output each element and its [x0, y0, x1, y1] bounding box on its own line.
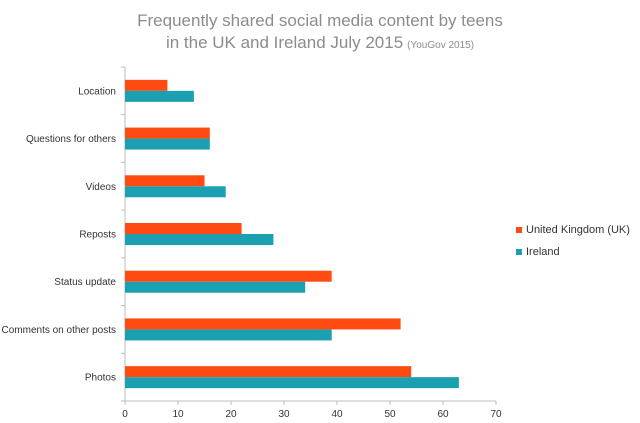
y-tick-label: Videos: [86, 182, 116, 193]
x-tick-label: 70: [490, 409, 502, 420]
bar-ireland: [125, 329, 332, 341]
bar-ireland: [125, 186, 226, 198]
x-tick-label: 50: [384, 409, 396, 420]
bar-ireland: [125, 138, 210, 150]
y-tick-label: Status update: [54, 277, 116, 288]
bar-uk: [125, 127, 210, 139]
bar-uk: [125, 175, 205, 187]
y-tick-label: Questions for others: [26, 134, 116, 145]
bar-uk: [125, 318, 401, 330]
bar-ireland: [125, 377, 459, 389]
bar-uk: [125, 79, 168, 91]
bar-ireland: [125, 234, 274, 245]
bar-uk: [125, 223, 242, 234]
y-tick-label: Comments on other posts: [2, 325, 117, 336]
y-tick-label: Reposts: [79, 230, 116, 241]
x-tick-label: 40: [331, 409, 343, 420]
legend-swatch: [516, 249, 522, 255]
x-tick-label: 30: [278, 409, 290, 420]
bar-ireland: [125, 90, 194, 102]
chart-title-source: (YouGov 2015): [407, 40, 474, 51]
chart-title-line2-main: in the UK and Ireland July 2015: [166, 33, 403, 52]
y-tick-label: Photos: [85, 373, 116, 384]
bar-uk: [125, 366, 412, 378]
plot-area: 0 10 20 30 40 50 60 70 Location Questions for oth…: [2, 66, 502, 420]
x-tick-label: 10: [172, 409, 184, 420]
chart-title-line2: in the UK and Ireland July 2015 (YouGov 2…: [166, 33, 474, 52]
x-tick-label: 20: [225, 409, 237, 420]
y-tick-label: Location: [78, 86, 116, 97]
legend-swatch: [516, 227, 522, 233]
x-tick-label: 0: [122, 409, 128, 420]
bar-ireland: [125, 281, 306, 293]
bar-uk: [125, 270, 332, 282]
legend-label: United Kingdom (UK): [526, 224, 630, 236]
legend: United Kingdom (UK) Ireland: [516, 224, 630, 258]
legend-label: Ireland: [526, 246, 560, 258]
x-tick-label: 60: [437, 409, 449, 420]
chart-title: Frequently shared social media content b…: [137, 11, 503, 30]
